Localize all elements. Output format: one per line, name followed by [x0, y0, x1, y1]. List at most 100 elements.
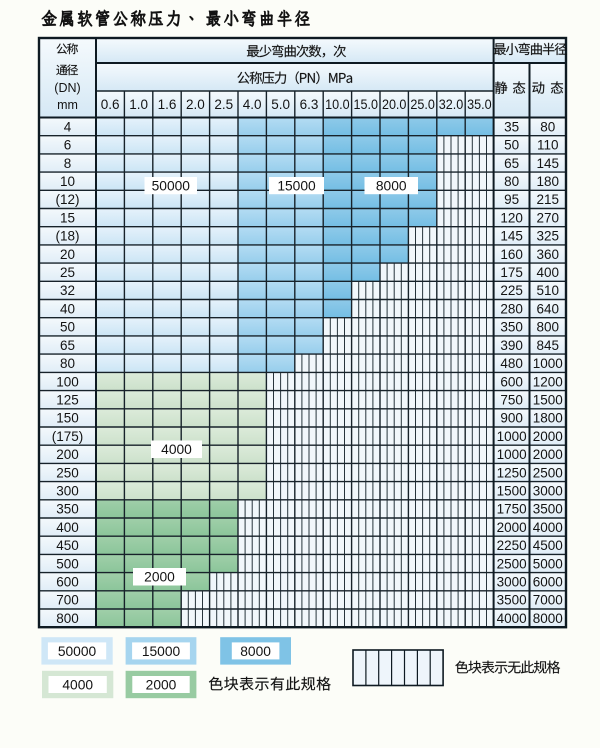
svg-text:160: 160: [500, 247, 523, 262]
svg-text:1000: 1000: [533, 356, 563, 371]
svg-text:15000: 15000: [277, 179, 316, 194]
svg-text:350: 350: [500, 320, 523, 335]
svg-text:400: 400: [56, 520, 79, 535]
svg-text:4: 4: [64, 119, 72, 134]
svg-text:mm: mm: [57, 98, 78, 112]
svg-text:500: 500: [56, 556, 79, 571]
svg-text:40: 40: [60, 301, 75, 316]
svg-text:3000: 3000: [533, 484, 563, 499]
svg-text:150: 150: [56, 411, 79, 426]
svg-text:1250: 1250: [497, 465, 527, 480]
svg-text:200: 200: [56, 447, 79, 462]
svg-text:1.0: 1.0: [129, 97, 148, 112]
svg-text:7000: 7000: [533, 593, 563, 608]
svg-text:390: 390: [500, 338, 523, 353]
svg-text:4000: 4000: [533, 520, 563, 535]
svg-text:65: 65: [504, 156, 519, 171]
svg-text:80: 80: [540, 119, 555, 134]
svg-text:125: 125: [56, 393, 79, 408]
svg-text:400: 400: [537, 265, 560, 280]
svg-text:25: 25: [60, 265, 75, 280]
svg-text:180: 180: [537, 174, 560, 189]
svg-text:600: 600: [56, 575, 79, 590]
svg-text:2000: 2000: [533, 429, 563, 444]
svg-text:6.3: 6.3: [300, 97, 319, 112]
svg-text:4000: 4000: [497, 611, 527, 626]
svg-text:100: 100: [56, 374, 79, 389]
svg-text:15000: 15000: [142, 644, 181, 659]
svg-text:510: 510: [537, 283, 560, 298]
svg-text:360: 360: [537, 247, 560, 262]
svg-text:1000: 1000: [497, 429, 527, 444]
svg-text:5.0: 5.0: [271, 97, 290, 112]
svg-text:325: 325: [537, 229, 560, 244]
svg-text:845: 845: [537, 338, 560, 353]
svg-text:20.0: 20.0: [382, 97, 407, 112]
svg-text:2.0: 2.0: [186, 97, 205, 112]
svg-text:215: 215: [537, 192, 560, 207]
svg-text:20: 20: [60, 247, 75, 262]
svg-text:1000: 1000: [497, 447, 527, 462]
svg-text:80: 80: [60, 356, 75, 371]
svg-text:15.0: 15.0: [354, 97, 379, 112]
svg-text:1200: 1200: [533, 374, 563, 389]
svg-text:50000: 50000: [58, 644, 97, 659]
svg-text:8000: 8000: [533, 611, 563, 626]
svg-text:480: 480: [500, 356, 523, 371]
svg-text:80: 80: [504, 174, 519, 189]
svg-text:50: 50: [60, 320, 75, 335]
svg-text:2000: 2000: [533, 447, 563, 462]
svg-text:6000: 6000: [533, 575, 563, 590]
svg-text:35: 35: [504, 119, 519, 134]
svg-text:2250: 2250: [497, 538, 527, 553]
svg-text:32.0: 32.0: [439, 97, 464, 112]
svg-text:50: 50: [504, 138, 519, 153]
svg-text:4500: 4500: [533, 538, 563, 553]
svg-text:640: 640: [537, 301, 560, 316]
svg-text:3500: 3500: [533, 502, 563, 517]
svg-text:8000: 8000: [240, 644, 271, 659]
svg-text:1500: 1500: [497, 484, 527, 499]
svg-text:145: 145: [500, 229, 523, 244]
svg-text:4000: 4000: [161, 442, 192, 457]
svg-text:5000: 5000: [533, 556, 563, 571]
svg-text:280: 280: [500, 301, 523, 316]
svg-text:4000: 4000: [62, 677, 93, 692]
svg-text:750: 750: [500, 393, 523, 408]
svg-text:(12): (12): [55, 192, 79, 207]
svg-text:2500: 2500: [497, 556, 527, 571]
svg-text:15: 15: [60, 210, 75, 225]
svg-text:95: 95: [504, 192, 519, 207]
svg-text:900: 900: [500, 411, 523, 426]
svg-text:(175): (175): [52, 429, 84, 444]
svg-text:300: 300: [56, 484, 79, 499]
svg-text:4.0: 4.0: [243, 97, 262, 112]
svg-text:3000: 3000: [497, 575, 527, 590]
svg-text:2000: 2000: [146, 677, 177, 692]
svg-text:110: 110: [537, 138, 559, 153]
svg-text:270: 270: [537, 210, 560, 225]
svg-text:8000: 8000: [376, 179, 407, 194]
svg-text:350: 350: [56, 502, 79, 517]
svg-text:120: 120: [500, 210, 523, 225]
svg-text:50000: 50000: [152, 179, 191, 194]
svg-text:8: 8: [64, 156, 72, 171]
svg-text:65: 65: [60, 338, 75, 353]
svg-text:600: 600: [500, 374, 523, 389]
svg-text:700: 700: [56, 593, 79, 608]
svg-text:25.0: 25.0: [410, 97, 435, 112]
svg-text:450: 450: [56, 538, 79, 553]
svg-text:6: 6: [64, 138, 72, 153]
svg-text:2500: 2500: [533, 465, 563, 480]
svg-text:2.5: 2.5: [214, 97, 233, 112]
svg-text:225: 225: [500, 283, 523, 298]
svg-text:10: 10: [60, 174, 75, 189]
svg-text:2000: 2000: [497, 520, 527, 535]
svg-text:35.0: 35.0: [467, 97, 492, 112]
svg-text:1800: 1800: [533, 411, 563, 426]
svg-text:0.6: 0.6: [101, 97, 120, 112]
svg-text:145: 145: [537, 156, 560, 171]
svg-text:175: 175: [500, 265, 523, 280]
svg-text:(DN): (DN): [54, 81, 80, 95]
svg-text:3500: 3500: [497, 593, 527, 608]
